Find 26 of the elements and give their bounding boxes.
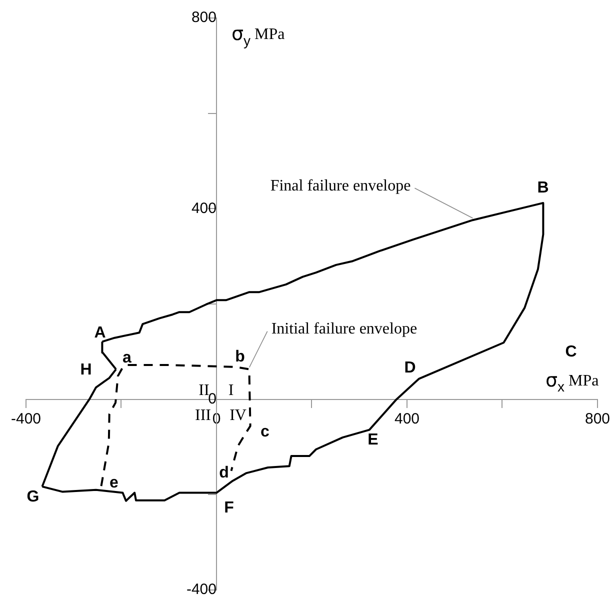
y-tick-label: 800 xyxy=(191,9,216,26)
annotation: H xyxy=(80,361,92,378)
annotation: III xyxy=(195,407,211,424)
x-tick-label: 800 xyxy=(584,410,610,428)
annotation: II xyxy=(198,382,210,400)
annotation: b xyxy=(235,348,246,366)
annotation: F xyxy=(224,499,234,516)
annotation: G xyxy=(26,488,40,506)
annotation: d xyxy=(219,464,229,482)
annotation: E xyxy=(368,431,379,448)
annotation: D xyxy=(404,359,416,376)
annotation: I xyxy=(228,382,234,400)
annotation: a xyxy=(122,349,132,366)
annotation: c xyxy=(260,423,270,440)
annotation: e xyxy=(110,474,119,492)
y-tick-label: 0 xyxy=(208,390,216,408)
text: Final failure envelope xyxy=(270,177,411,194)
annotation: A xyxy=(94,324,106,342)
x-tick-label: -400 xyxy=(10,410,42,428)
x-tick-label: 400 xyxy=(394,410,420,428)
annotation: IV xyxy=(230,407,247,424)
y-tick-label: -400 xyxy=(186,581,216,598)
y-tick-label: 400 xyxy=(191,200,216,217)
annotation: B xyxy=(537,179,549,196)
annotation: C xyxy=(565,343,578,360)
text: Initial failure envelope xyxy=(271,320,418,338)
